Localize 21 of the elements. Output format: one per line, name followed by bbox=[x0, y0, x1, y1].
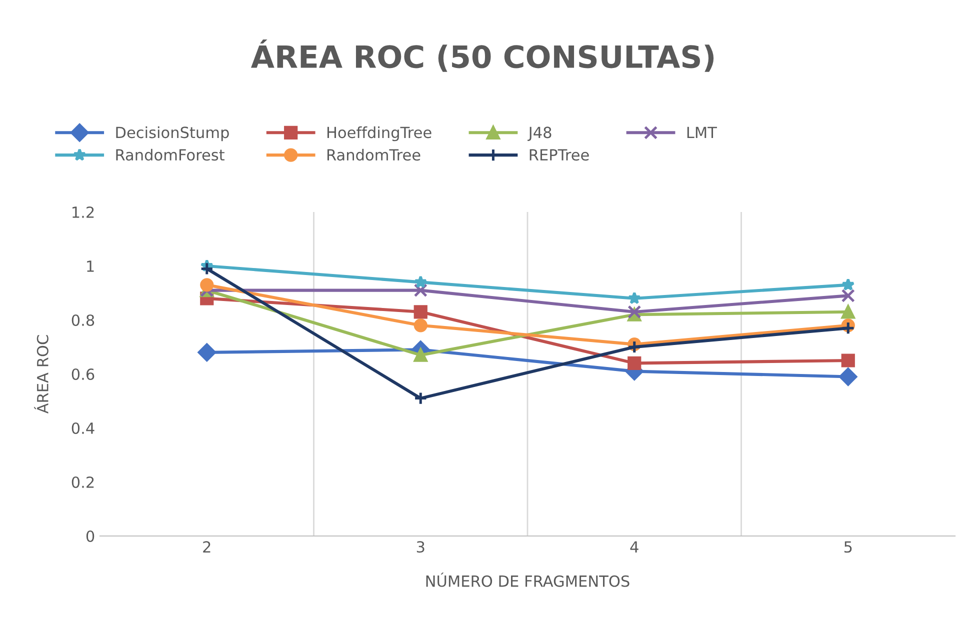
y-tick-label: 0.2 bbox=[72, 476, 94, 488]
x-tick-label: 2 bbox=[203, 541, 210, 552]
legend-label: HoeffdingTree bbox=[327, 126, 432, 142]
x-tick-label: 5 bbox=[844, 541, 852, 553]
legend-label: RandomForest bbox=[116, 148, 224, 161]
chart-title: ÁREA ROC (50 CONSULTAS) bbox=[250, 40, 714, 72]
x-tick-label: 4 bbox=[630, 541, 638, 552]
x-axis-title: NÚMERO DE FRAGMENTOS bbox=[426, 572, 630, 587]
legend-label: J48 bbox=[528, 126, 552, 142]
y-axis-title: ÁREA ROC bbox=[34, 335, 48, 414]
legend-label: REPTree bbox=[530, 149, 589, 161]
y-tick-label: 0.4 bbox=[72, 422, 94, 434]
y-tick-label: 0 bbox=[86, 530, 94, 542]
legend-label: RandomTree bbox=[327, 148, 420, 161]
x-tick-label: 3 bbox=[416, 541, 424, 553]
y-tick-label: 0.6 bbox=[72, 368, 94, 380]
y-tick-label: 1 bbox=[87, 260, 94, 272]
y-tick-label: 1.2 bbox=[72, 206, 94, 218]
legend-label: LMT bbox=[687, 126, 717, 138]
y-tick-label: 0.8 bbox=[72, 314, 94, 326]
legend-label: DecisionStump bbox=[116, 126, 229, 142]
